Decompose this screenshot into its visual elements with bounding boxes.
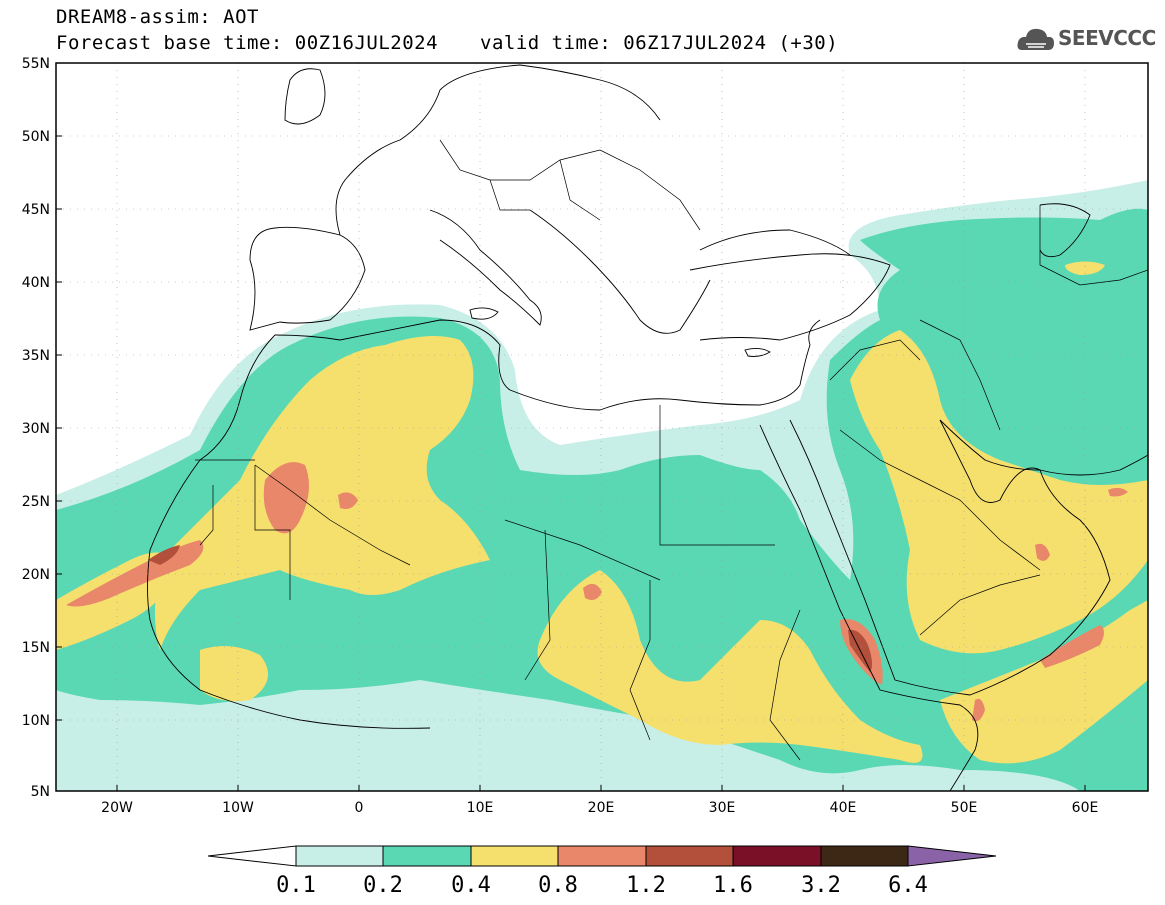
- gridlines: [56, 63, 1148, 791]
- colorbar-cell: [557, 845, 647, 867]
- colorbar-cell: [295, 845, 384, 867]
- uk-coast: [284, 68, 326, 125]
- lat-label: 10N: [22, 713, 50, 729]
- libya-chad-border: [504, 519, 661, 581]
- algeria-mali-border: [254, 464, 411, 566]
- europe-coast: [335, 64, 661, 236]
- tick-marks: [56, 62, 1086, 792]
- longitude-labels: 20W 10W 0 10E 20E 30E 40E 50E 60E: [101, 800, 1098, 816]
- lat-label: 30N: [22, 421, 50, 437]
- colorbar-label: 3.2: [801, 873, 841, 898]
- lon-label: 40E: [830, 800, 857, 816]
- west-africa-coast: [147, 334, 431, 729]
- contour-level-0.4-caspian: [1065, 261, 1105, 275]
- saudi-border: [839, 429, 1041, 571]
- lon-label: 10W: [222, 800, 254, 816]
- red-sea-west-coast: [759, 424, 881, 691]
- colorbar-label: 0.2: [363, 873, 403, 898]
- chart-title: DREAM8-assim: AOT: [56, 6, 259, 28]
- contour-level-0.8-mali: [338, 492, 358, 509]
- colorbar-label: 0.1: [276, 873, 316, 898]
- contour-level-1.2-senegal: [148, 545, 180, 565]
- colorbar: [207, 845, 997, 867]
- colorbar-label: 1.2: [626, 873, 666, 898]
- balkans-coast: [529, 209, 711, 334]
- colorbar-cell: [382, 845, 472, 867]
- lon-label: 10E: [467, 800, 494, 816]
- contour-level-0.4-sahel: [200, 646, 268, 702]
- colorbar-cell: [732, 845, 822, 867]
- cloud-logo-icon: [1017, 28, 1054, 50]
- colorbar-label: 0.4: [451, 873, 491, 898]
- lat-label: 55N: [22, 56, 50, 72]
- north-africa-coast: [274, 319, 801, 411]
- lon-label: 50E: [951, 800, 978, 816]
- persian-gulf-coast: [939, 419, 1041, 471]
- colorbar-label: 1.6: [713, 873, 753, 898]
- lon-label: 0: [355, 800, 364, 816]
- ethiopia-border: [769, 609, 801, 761]
- colorbar-labels: 0.1 0.2 0.4 0.8 1.2 1.6 3.2 6.4: [276, 873, 928, 898]
- cyprus-coast: [744, 347, 771, 357]
- lat-label: 40N: [22, 275, 50, 291]
- yemen-border: [919, 574, 1041, 636]
- colorbar-cell: [820, 845, 909, 867]
- contour-level-0.8-gulf: [1108, 487, 1128, 497]
- contour-level-0.8-oman: [1040, 625, 1104, 668]
- italy-coast: [429, 209, 542, 326]
- lat-label: 35N: [22, 348, 50, 364]
- iran-coast: [1039, 454, 1148, 476]
- colorbar-above-triangle: [907, 845, 997, 867]
- caspian-coast: [1039, 203, 1091, 258]
- contour-level-0.8-mauritania: [263, 462, 309, 534]
- contour-level-0.8-saudi: [1035, 543, 1050, 561]
- contour-level-0.4-sahara: [155, 336, 490, 650]
- europe-borders: [439, 139, 701, 231]
- lon-label: 20W: [101, 800, 133, 816]
- horn-africa-coast: [879, 689, 979, 791]
- lat-label: 50N: [22, 129, 50, 145]
- lat-label: 20N: [22, 567, 50, 583]
- lat-label: 15N: [22, 640, 50, 656]
- lon-label: 20E: [588, 800, 615, 816]
- lon-label: 60E: [1072, 800, 1099, 816]
- contour-level-0.8-somalia: [972, 698, 985, 722]
- seevccc-logo-text: SEEVCCC: [1058, 26, 1156, 50]
- arabia-coast: [894, 419, 1111, 696]
- lat-label: 45N: [22, 202, 50, 218]
- mauritania-border: [199, 465, 291, 600]
- map-frame: [55, 62, 1149, 792]
- colorbar-label: 6.4: [888, 873, 928, 898]
- sudan-border: [629, 580, 651, 741]
- sicily-coast: [469, 307, 499, 320]
- lon-label: 30E: [709, 800, 736, 816]
- base-time-label: Forecast base time: 00Z16JUL2024: [56, 32, 439, 54]
- valid-time-label: valid time: 06Z17JUL2024 (+30): [480, 32, 839, 54]
- turkey-coast: [689, 253, 891, 341]
- lat-label: 5N: [31, 784, 50, 800]
- colorbar-cell: [645, 845, 734, 867]
- aot-field: [56, 63, 1148, 791]
- colorbar-below-triangle: [207, 845, 297, 867]
- contour-level-0.4-central: [537, 570, 923, 763]
- red-sea-east-coast: [789, 419, 896, 681]
- central-asia-borders: [1039, 205, 1148, 286]
- coastlines: [147, 64, 1148, 791]
- niger-chad-border: [524, 529, 551, 681]
- libya-egypt-border: [659, 405, 775, 546]
- colorbar-cell: [470, 845, 559, 867]
- iraq-border: [829, 339, 921, 381]
- colorbar-label: 0.8: [538, 873, 578, 898]
- black-sea-coast: [699, 229, 851, 256]
- lat-label: 25N: [22, 494, 50, 510]
- contour-level-0.4-arabia: [850, 330, 1148, 654]
- iran-border: [919, 319, 1001, 431]
- levant-coast: [799, 319, 821, 386]
- contour-level-0.8-chad: [583, 583, 602, 600]
- borders: [195, 139, 1148, 761]
- latitude-labels: 55N 50N 45N 40N 35N 30N 25N 20N 15N 10N …: [22, 56, 50, 800]
